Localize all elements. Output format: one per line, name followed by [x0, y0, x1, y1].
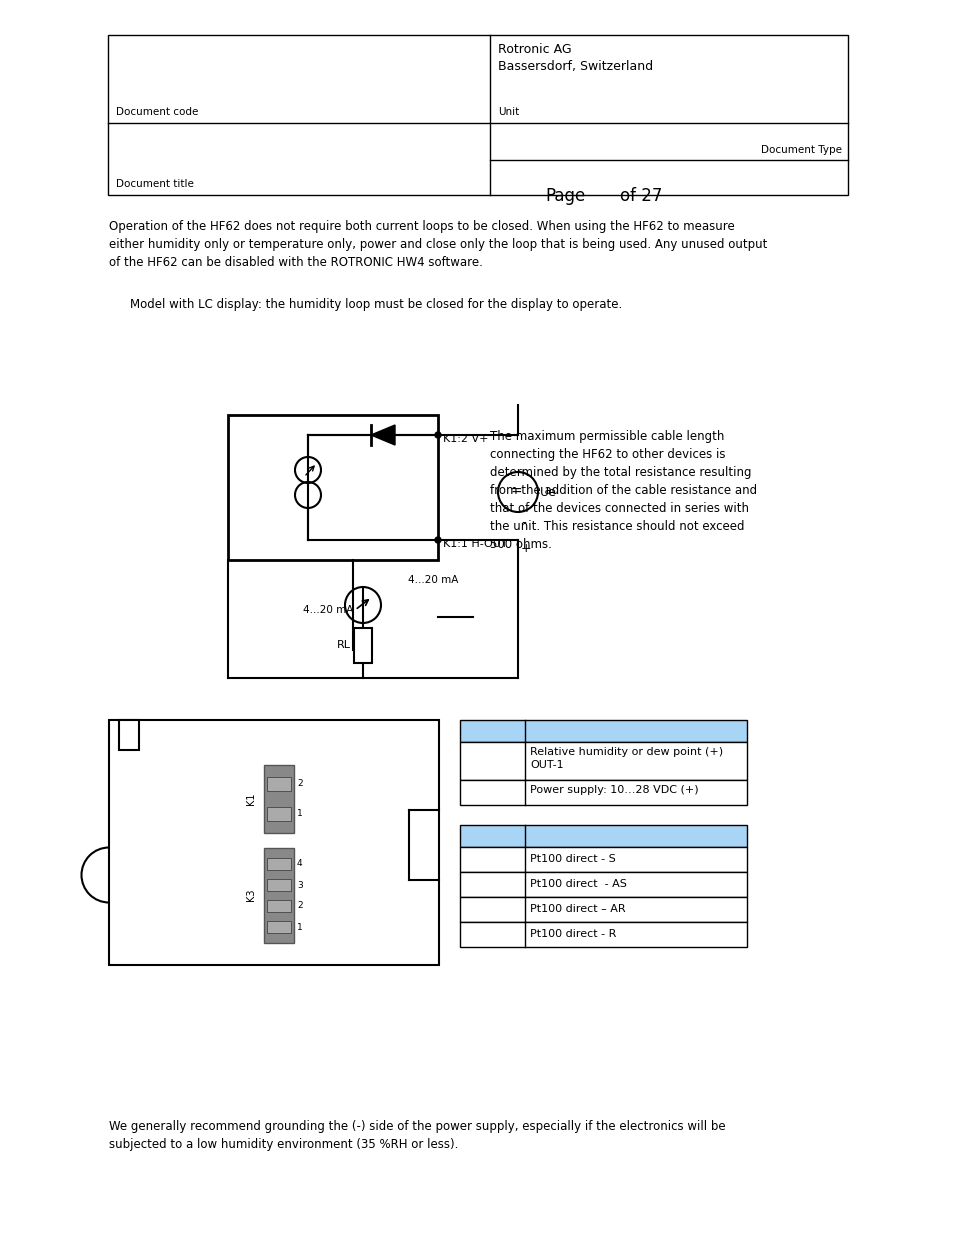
- Text: K1:1 H-OUT: K1:1 H-OUT: [442, 538, 507, 550]
- Bar: [459, 897, 746, 923]
- Bar: [228, 415, 437, 559]
- Bar: [459, 742, 746, 781]
- Bar: [267, 858, 291, 869]
- Text: Pt100 direct - R: Pt100 direct - R: [530, 929, 616, 939]
- Polygon shape: [371, 425, 395, 445]
- Text: 3: 3: [296, 881, 302, 889]
- Bar: [108, 35, 847, 195]
- Bar: [264, 848, 294, 944]
- Bar: [459, 923, 746, 947]
- Text: =: =: [511, 485, 522, 499]
- Text: 4...20 mA: 4...20 mA: [303, 605, 353, 615]
- Text: Rotronic AG
Bassersdorf, Switzerland: Rotronic AG Bassersdorf, Switzerland: [497, 43, 653, 73]
- Bar: [459, 847, 746, 872]
- Bar: [267, 806, 291, 821]
- Text: Document title: Document title: [116, 179, 193, 189]
- Circle shape: [435, 537, 440, 543]
- Bar: [109, 720, 438, 965]
- Bar: [267, 777, 291, 790]
- Bar: [267, 879, 291, 890]
- Bar: [459, 720, 746, 742]
- Text: K1:2 V+: K1:2 V+: [442, 433, 488, 445]
- Bar: [267, 921, 291, 932]
- Text: Ue: Ue: [539, 485, 557, 499]
- Text: 1: 1: [296, 809, 302, 819]
- Text: We generally recommend grounding the (-) side of the power supply, especially if: We generally recommend grounding the (-)…: [109, 1120, 725, 1151]
- Text: Page: Page: [544, 186, 584, 205]
- Text: Power supply: 10…28 VDC (+): Power supply: 10…28 VDC (+): [530, 785, 698, 795]
- Text: K1: K1: [246, 793, 255, 805]
- Text: Document Type: Document Type: [760, 144, 841, 156]
- Bar: [264, 764, 294, 832]
- Text: of 27: of 27: [619, 186, 661, 205]
- Bar: [459, 781, 746, 805]
- Text: Pt100 direct – AR: Pt100 direct – AR: [530, 904, 625, 914]
- Text: The maximum permissible cable length
connecting the HF62 to other devices is
det: The maximum permissible cable length con…: [490, 430, 757, 551]
- Text: K3: K3: [246, 889, 255, 902]
- Bar: [459, 825, 746, 847]
- Text: 4...20 mA: 4...20 mA: [408, 576, 457, 585]
- Bar: [354, 629, 372, 663]
- Text: Pt100 direct - S: Pt100 direct - S: [530, 853, 615, 864]
- Text: Document code: Document code: [116, 107, 198, 117]
- Circle shape: [435, 432, 440, 438]
- Text: Model with LC display: the humidity loop must be closed for the display to opera: Model with LC display: the humidity loop…: [130, 298, 621, 311]
- Bar: [459, 872, 746, 897]
- Text: RL: RL: [336, 640, 351, 650]
- Text: Relative humidity or dew point (+)
OUT-1: Relative humidity or dew point (+) OUT-1: [530, 747, 722, 771]
- Text: Unit: Unit: [497, 107, 518, 117]
- Text: Pt100 direct  - AS: Pt100 direct - AS: [530, 879, 626, 889]
- Text: 2: 2: [296, 902, 302, 910]
- Text: -: -: [520, 517, 525, 531]
- Text: Operation of the HF62 does not require both current loops to be closed. When usi: Operation of the HF62 does not require b…: [109, 220, 766, 269]
- Text: 4: 4: [296, 860, 302, 868]
- Text: 2: 2: [296, 779, 302, 788]
- Text: 1: 1: [296, 923, 302, 931]
- Bar: [119, 720, 139, 750]
- Text: +: +: [520, 541, 531, 555]
- Bar: [267, 900, 291, 911]
